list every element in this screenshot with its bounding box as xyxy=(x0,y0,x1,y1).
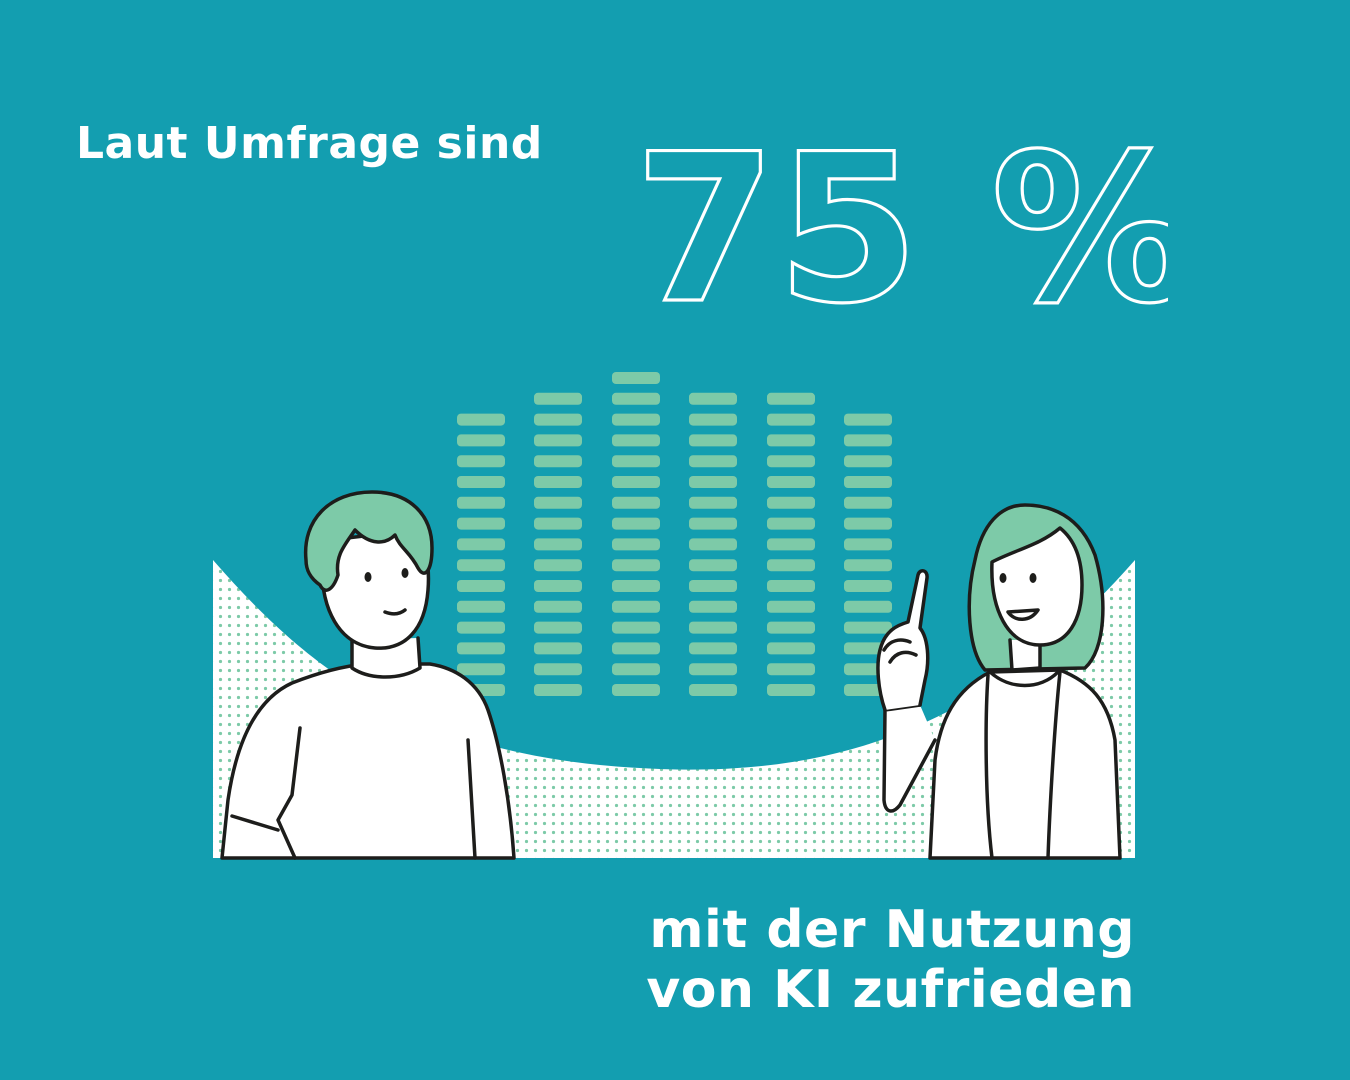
equalizer-segment xyxy=(612,663,660,676)
equalizer-segment xyxy=(844,580,892,592)
equalizer-segment xyxy=(767,642,815,655)
equalizer-segment xyxy=(689,580,737,592)
equalizer-segment xyxy=(612,559,660,572)
equalizer-segment xyxy=(767,684,815,696)
big-percentage: 75 % xyxy=(632,120,1168,320)
equalizer-segment xyxy=(612,517,660,530)
equalizer-segment xyxy=(767,559,815,572)
equalizer-segment xyxy=(844,517,892,530)
equalizer-segment xyxy=(844,455,892,468)
equalizer-segment xyxy=(844,476,892,488)
equalizer-segment xyxy=(534,684,582,696)
equalizer-segment xyxy=(612,434,660,447)
equalizer-segment xyxy=(457,642,505,655)
equalizer-segment xyxy=(767,663,815,676)
equalizer-bars xyxy=(457,372,892,696)
equalizer-segment xyxy=(612,600,660,613)
equalizer-segment xyxy=(689,621,737,634)
equalizer-segment xyxy=(689,434,737,447)
equalizer-segment xyxy=(612,580,660,592)
equalizer-segment xyxy=(767,455,815,468)
equalizer-segment xyxy=(767,600,815,613)
headline: Laut Umfrage sind xyxy=(76,118,543,169)
equalizer-segment xyxy=(457,517,505,530)
equalizer-segment xyxy=(534,517,582,530)
equalizer-segment xyxy=(844,621,892,634)
caption-line-1: mit der Nutzung xyxy=(649,900,1135,960)
caption-line-2: von KI zufrieden xyxy=(646,960,1135,1020)
man-figure xyxy=(220,490,516,860)
equalizer-segment xyxy=(844,559,892,572)
equalizer-segment xyxy=(457,413,505,426)
equalizer-segment xyxy=(457,455,505,468)
equalizer-segment xyxy=(767,517,815,530)
woman-pointing-figure xyxy=(876,503,1122,860)
equalizer-segment xyxy=(767,392,815,405)
equalizer-segment xyxy=(612,413,660,426)
equalizer-segment xyxy=(767,413,815,426)
equalizer-segment xyxy=(689,663,737,676)
equalizer-segment xyxy=(534,455,582,468)
equalizer-segment xyxy=(767,538,815,551)
equalizer-segment xyxy=(767,580,815,592)
equalizer-segment xyxy=(457,559,505,572)
equalizer-segment xyxy=(689,413,737,426)
equalizer-segment xyxy=(612,476,660,488)
equalizer-segment xyxy=(534,496,582,509)
equalizer-segment xyxy=(534,434,582,447)
equalizer-segment xyxy=(534,559,582,572)
equalizer-segment xyxy=(689,392,737,405)
equalizer-segment xyxy=(689,517,737,530)
equalizer-segment xyxy=(612,684,660,696)
equalizer-segment xyxy=(457,434,505,447)
equalizer-segment xyxy=(689,642,737,655)
equalizer-segment xyxy=(612,496,660,509)
equalizer-segment xyxy=(612,455,660,468)
equalizer-segment xyxy=(534,392,582,405)
equalizer-segment xyxy=(689,600,737,613)
equalizer-segment xyxy=(534,642,582,655)
equalizer-segment xyxy=(689,538,737,551)
equalizer-segment xyxy=(844,496,892,509)
equalizer-segment xyxy=(457,663,505,676)
equalizer-segment xyxy=(457,580,505,592)
equalizer-segment xyxy=(534,580,582,592)
equalizer-segment xyxy=(689,455,737,468)
equalizer-segment xyxy=(457,496,505,509)
equalizer-segment xyxy=(767,476,815,488)
equalizer-segment xyxy=(844,434,892,447)
equalizer-segment xyxy=(534,600,582,613)
big-percentage-text: 75 % xyxy=(634,120,1168,320)
equalizer-segment xyxy=(612,372,660,384)
equalizer-segment xyxy=(534,476,582,488)
equalizer-segment xyxy=(457,538,505,551)
equalizer-segment xyxy=(612,392,660,405)
equalizer-segment xyxy=(457,476,505,488)
equalizer-segment xyxy=(457,600,505,613)
equalizer-segment xyxy=(534,413,582,426)
equalizer-segment xyxy=(767,621,815,634)
equalizer-segment xyxy=(612,621,660,634)
equalizer-segment xyxy=(534,621,582,634)
equalizer-segment xyxy=(689,496,737,509)
equalizer-segment xyxy=(534,663,582,676)
equalizer-segment xyxy=(534,538,582,551)
equalizer-segment xyxy=(689,559,737,572)
equalizer-segment xyxy=(457,621,505,634)
equalizer-segment xyxy=(612,538,660,551)
equalizer-segment xyxy=(844,600,892,613)
equalizer-segment xyxy=(844,538,892,551)
equalizer-segment xyxy=(767,496,815,509)
equalizer-segment xyxy=(689,684,737,696)
equalizer-segment xyxy=(612,642,660,655)
equalizer-segment xyxy=(689,476,737,488)
equalizer-segment xyxy=(767,434,815,447)
caption: mit der Nutzung von KI zufrieden xyxy=(646,900,1135,1020)
equalizer-segment xyxy=(844,413,892,426)
